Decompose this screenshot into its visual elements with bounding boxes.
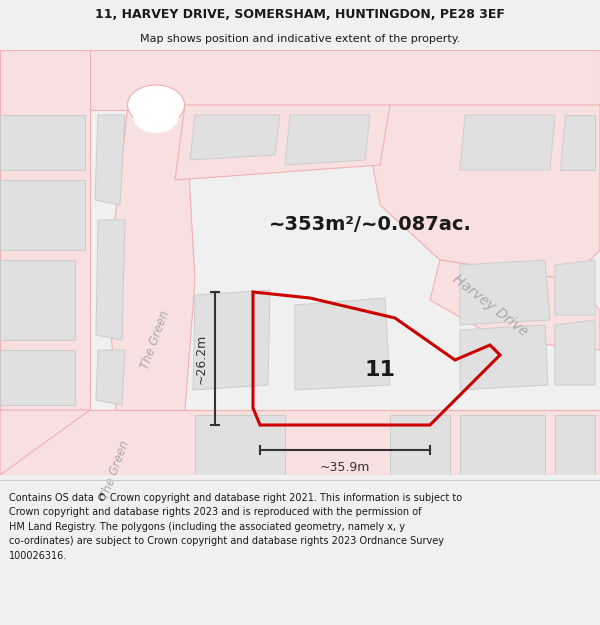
Polygon shape <box>285 115 370 165</box>
Polygon shape <box>190 115 280 160</box>
Polygon shape <box>96 350 125 405</box>
Polygon shape <box>0 50 600 110</box>
Text: The Green: The Green <box>139 309 172 371</box>
Polygon shape <box>560 115 595 170</box>
Polygon shape <box>0 350 75 405</box>
Polygon shape <box>460 260 550 325</box>
Text: ~35.9m: ~35.9m <box>320 461 370 474</box>
Ellipse shape <box>128 85 185 125</box>
Text: 11: 11 <box>365 360 395 380</box>
Polygon shape <box>555 260 595 315</box>
Polygon shape <box>0 410 600 475</box>
Text: Harvey Drive: Harvey Drive <box>450 271 530 339</box>
Polygon shape <box>555 320 595 385</box>
Polygon shape <box>390 415 450 475</box>
Polygon shape <box>96 220 125 340</box>
Polygon shape <box>0 260 75 340</box>
Polygon shape <box>460 115 555 170</box>
Polygon shape <box>295 298 390 390</box>
Polygon shape <box>555 415 595 475</box>
Polygon shape <box>430 260 600 350</box>
Polygon shape <box>95 115 125 205</box>
Text: The Green: The Green <box>98 439 131 501</box>
Polygon shape <box>460 415 545 475</box>
Text: ~353m²/~0.087ac.: ~353m²/~0.087ac. <box>269 216 472 234</box>
Text: 11, HARVEY DRIVE, SOMERSHAM, HUNTINGDON, PE28 3EF: 11, HARVEY DRIVE, SOMERSHAM, HUNTINGDON,… <box>95 8 505 21</box>
Polygon shape <box>193 290 270 390</box>
Ellipse shape <box>133 103 179 133</box>
Text: Map shows position and indicative extent of the property.: Map shows position and indicative extent… <box>140 34 460 44</box>
Polygon shape <box>175 105 390 180</box>
Polygon shape <box>460 325 548 390</box>
Polygon shape <box>0 50 90 475</box>
Polygon shape <box>108 105 195 475</box>
Polygon shape <box>0 180 85 250</box>
Polygon shape <box>0 115 85 170</box>
Polygon shape <box>370 105 600 280</box>
Polygon shape <box>0 410 90 475</box>
Polygon shape <box>195 415 285 475</box>
Text: ~26.2m: ~26.2m <box>194 333 208 384</box>
Text: Contains OS data © Crown copyright and database right 2021. This information is : Contains OS data © Crown copyright and d… <box>9 493 462 561</box>
